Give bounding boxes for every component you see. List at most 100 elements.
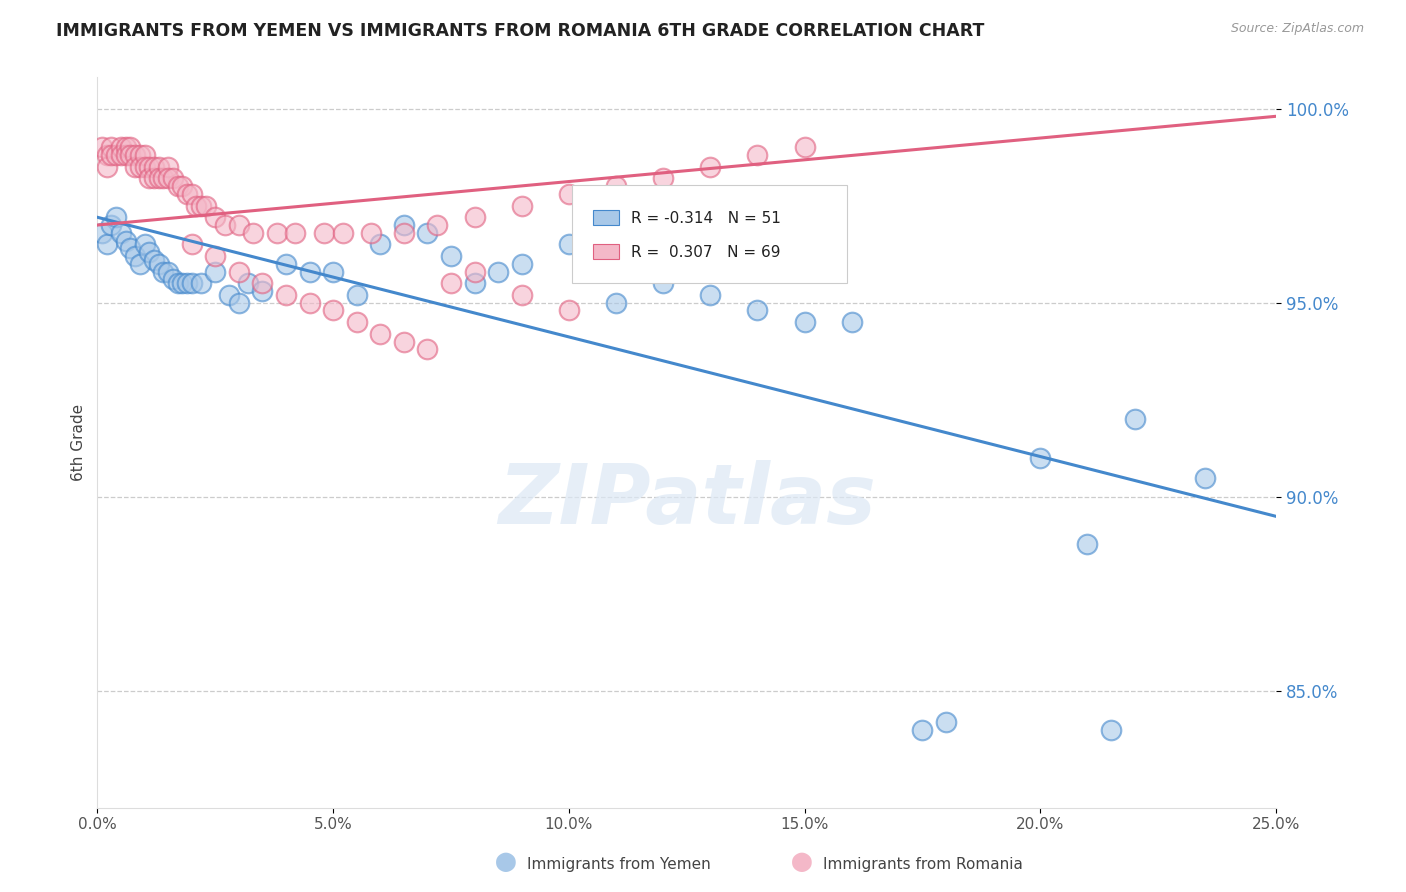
Point: [157, 265, 180, 279]
Point: [652, 277, 675, 291]
Point: [699, 160, 721, 174]
Point: [148, 171, 170, 186]
Point: [120, 241, 142, 255]
Point: [180, 237, 202, 252]
Point: [152, 171, 174, 186]
Text: Source: ZipAtlas.com: Source: ZipAtlas.com: [1230, 22, 1364, 36]
Point: [346, 288, 368, 302]
Point: [142, 252, 165, 267]
Point: [346, 315, 368, 329]
Point: [1076, 536, 1098, 550]
Point: [128, 148, 150, 162]
Point: [96, 148, 118, 162]
Point: [96, 160, 118, 174]
Text: R =  0.307   N = 69: R = 0.307 N = 69: [630, 244, 780, 260]
Text: Immigrants from Yemen: Immigrants from Yemen: [527, 857, 711, 872]
Point: [120, 140, 142, 154]
Point: [252, 284, 274, 298]
Point: [274, 288, 297, 302]
Point: [392, 334, 415, 349]
Point: [204, 249, 226, 263]
Point: [162, 272, 184, 286]
Point: [266, 226, 288, 240]
Point: [440, 249, 463, 263]
Point: [128, 160, 150, 174]
Point: [120, 148, 142, 162]
Point: [138, 245, 160, 260]
Point: [464, 265, 486, 279]
Point: [186, 199, 208, 213]
Point: [128, 257, 150, 271]
Point: [91, 226, 114, 240]
Point: [194, 199, 217, 213]
Point: [440, 277, 463, 291]
Point: [426, 218, 449, 232]
Text: IMMIGRANTS FROM YEMEN VS IMMIGRANTS FROM ROMANIA 6TH GRADE CORRELATION CHART: IMMIGRANTS FROM YEMEN VS IMMIGRANTS FROM…: [56, 22, 984, 40]
Point: [284, 226, 307, 240]
Point: [176, 186, 198, 201]
Point: [298, 295, 321, 310]
Point: [1099, 723, 1122, 737]
Point: [162, 171, 184, 186]
Point: [204, 211, 226, 225]
Point: [91, 140, 114, 154]
Point: [510, 288, 533, 302]
Point: [312, 226, 335, 240]
Point: [218, 288, 240, 302]
Point: [699, 288, 721, 302]
Point: [166, 277, 188, 291]
Point: [180, 186, 202, 201]
Point: [134, 237, 156, 252]
Point: [100, 140, 122, 154]
Point: [392, 226, 415, 240]
Point: [138, 160, 160, 174]
Y-axis label: 6th Grade: 6th Grade: [72, 404, 86, 481]
Point: [252, 277, 274, 291]
Point: [148, 257, 170, 271]
Point: [464, 211, 486, 225]
Point: [96, 237, 118, 252]
Point: [157, 160, 180, 174]
Point: [176, 277, 198, 291]
Point: [172, 179, 194, 194]
Point: [105, 148, 128, 162]
Point: [793, 140, 815, 154]
Point: [464, 277, 486, 291]
Point: [1194, 470, 1216, 484]
Point: [124, 160, 146, 174]
Point: [558, 237, 581, 252]
Point: [238, 277, 260, 291]
Point: [142, 160, 165, 174]
Point: [747, 303, 769, 318]
Point: [558, 303, 581, 318]
Point: [114, 148, 136, 162]
Point: [558, 186, 581, 201]
Point: [416, 343, 439, 357]
Point: [204, 265, 226, 279]
Point: [114, 140, 136, 154]
Point: [332, 226, 354, 240]
Point: [114, 234, 136, 248]
Point: [110, 226, 132, 240]
Text: R = -0.314   N = 51: R = -0.314 N = 51: [630, 211, 780, 226]
Text: ZIPatlas: ZIPatlas: [498, 460, 876, 541]
Point: [510, 199, 533, 213]
Text: ⬤: ⬤: [495, 853, 517, 872]
Point: [841, 315, 863, 329]
Point: [935, 715, 957, 730]
Point: [392, 218, 415, 232]
Point: [228, 265, 250, 279]
Point: [124, 249, 146, 263]
Point: [322, 303, 344, 318]
Point: [486, 265, 509, 279]
Point: [166, 179, 188, 194]
Point: [298, 265, 321, 279]
Point: [911, 723, 934, 737]
Point: [605, 179, 627, 194]
Point: [228, 218, 250, 232]
Point: [1029, 451, 1052, 466]
Point: [416, 226, 439, 240]
Point: [110, 140, 132, 154]
Point: [510, 257, 533, 271]
Point: [368, 326, 391, 341]
